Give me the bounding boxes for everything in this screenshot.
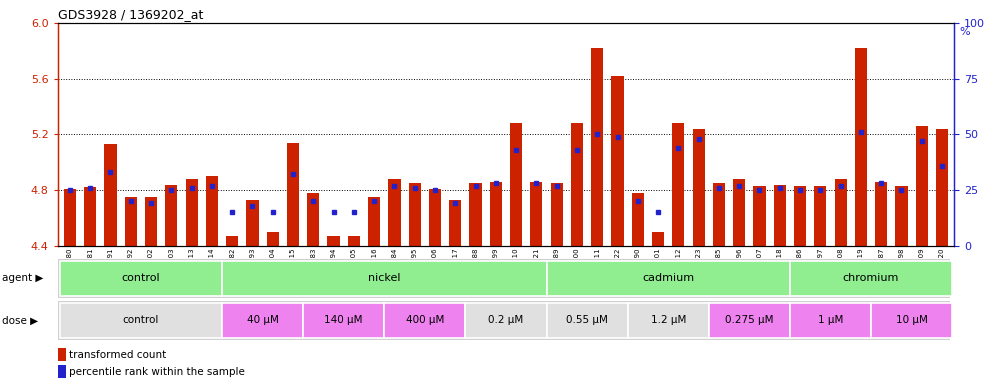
Text: 0.55 μM: 0.55 μM bbox=[566, 315, 608, 325]
Bar bbox=[449, 200, 461, 246]
Bar bbox=[815, 186, 827, 246]
Bar bbox=[733, 179, 745, 246]
Bar bbox=[60, 303, 222, 338]
Text: 400 μM: 400 μM bbox=[405, 315, 444, 325]
Bar bbox=[369, 197, 380, 246]
Text: 0.2 μM: 0.2 μM bbox=[488, 315, 524, 325]
Text: control: control bbox=[123, 315, 159, 325]
Bar bbox=[222, 261, 547, 296]
Bar bbox=[547, 261, 790, 296]
Bar bbox=[384, 303, 465, 338]
Text: transformed count: transformed count bbox=[69, 349, 165, 359]
Text: 10 μM: 10 μM bbox=[895, 315, 927, 325]
Bar bbox=[429, 189, 441, 246]
Text: cadmium: cadmium bbox=[642, 273, 694, 283]
Bar bbox=[872, 303, 952, 338]
Bar bbox=[469, 183, 482, 246]
Text: 1 μM: 1 μM bbox=[818, 315, 844, 325]
Bar bbox=[895, 186, 907, 246]
Bar bbox=[307, 193, 320, 246]
Bar bbox=[64, 189, 76, 246]
Bar bbox=[631, 193, 643, 246]
Bar bbox=[185, 179, 197, 246]
Bar bbox=[105, 144, 117, 246]
Bar bbox=[547, 303, 627, 338]
Bar bbox=[915, 126, 928, 246]
Bar bbox=[794, 186, 806, 246]
Bar bbox=[936, 129, 948, 246]
Text: agent ▶: agent ▶ bbox=[2, 273, 44, 283]
Bar bbox=[774, 185, 786, 246]
Bar bbox=[60, 261, 222, 296]
Text: 0.275 μM: 0.275 μM bbox=[725, 315, 774, 325]
Bar bbox=[753, 186, 766, 246]
Text: control: control bbox=[122, 273, 160, 283]
Bar bbox=[713, 183, 725, 246]
Bar bbox=[222, 303, 303, 338]
Bar bbox=[226, 236, 238, 246]
Bar bbox=[490, 182, 502, 246]
Text: nickel: nickel bbox=[369, 273, 400, 283]
Bar bbox=[510, 123, 522, 246]
Bar bbox=[835, 179, 847, 246]
Bar bbox=[652, 232, 664, 246]
Text: GDS3928 / 1369202_at: GDS3928 / 1369202_at bbox=[58, 8, 203, 21]
Bar bbox=[58, 365, 66, 379]
Bar bbox=[388, 179, 400, 246]
Bar bbox=[124, 197, 136, 246]
Text: chromium: chromium bbox=[843, 273, 899, 283]
Bar bbox=[348, 236, 360, 246]
Text: percentile rank within the sample: percentile rank within the sample bbox=[69, 367, 244, 377]
Bar bbox=[465, 303, 547, 338]
Bar bbox=[408, 183, 420, 246]
Bar bbox=[267, 232, 279, 246]
Bar bbox=[875, 182, 887, 246]
Bar bbox=[592, 48, 604, 246]
Bar bbox=[206, 176, 218, 246]
Text: %: % bbox=[959, 27, 970, 37]
Text: 1.2 μM: 1.2 μM bbox=[650, 315, 686, 325]
Bar bbox=[287, 143, 299, 246]
Bar bbox=[612, 76, 623, 246]
Bar bbox=[328, 236, 340, 246]
Bar bbox=[855, 48, 867, 246]
Bar bbox=[165, 185, 177, 246]
Bar bbox=[692, 129, 705, 246]
Bar bbox=[790, 303, 872, 338]
Text: dose ▶: dose ▶ bbox=[2, 316, 38, 326]
Bar bbox=[551, 183, 563, 246]
Bar bbox=[672, 123, 684, 246]
Text: 140 μM: 140 μM bbox=[325, 315, 363, 325]
Bar bbox=[303, 303, 384, 338]
Bar bbox=[530, 182, 543, 246]
Bar bbox=[709, 303, 790, 338]
Bar bbox=[790, 261, 952, 296]
Bar bbox=[58, 348, 66, 361]
Bar bbox=[84, 187, 97, 246]
Bar bbox=[571, 123, 583, 246]
Bar bbox=[145, 197, 157, 246]
Bar bbox=[246, 200, 259, 246]
Text: 40 μM: 40 μM bbox=[247, 315, 279, 325]
Bar bbox=[627, 303, 709, 338]
